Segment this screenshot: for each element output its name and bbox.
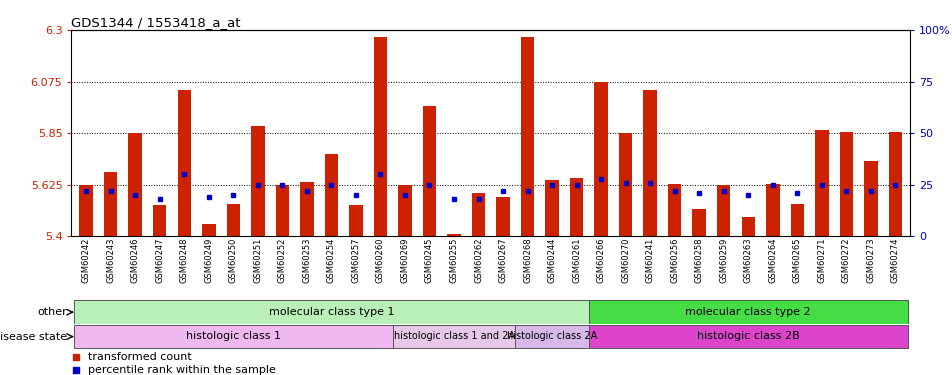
Bar <box>129 133 142 236</box>
Text: transformed count: transformed count <box>88 352 191 362</box>
Bar <box>692 209 705 236</box>
Bar <box>392 325 515 348</box>
Bar <box>153 206 167 236</box>
Bar <box>814 130 827 236</box>
Bar <box>569 178 583 236</box>
Bar <box>618 133 632 236</box>
Text: other: other <box>37 307 67 317</box>
Text: histologic class 1: histologic class 1 <box>186 331 281 341</box>
Bar <box>325 154 338 236</box>
Bar <box>594 81 607 236</box>
Bar <box>471 193 485 236</box>
Text: molecular class type 1: molecular class type 1 <box>268 307 394 317</box>
Text: percentile rank within the sample: percentile rank within the sample <box>88 365 276 375</box>
Bar <box>839 132 852 236</box>
Bar <box>227 204 240 236</box>
Bar <box>643 90 656 236</box>
Bar <box>515 325 588 348</box>
Bar <box>765 183 779 236</box>
Text: molecular class type 2: molecular class type 2 <box>684 307 810 317</box>
Bar <box>373 37 387 236</box>
Bar <box>250 126 265 236</box>
Bar <box>496 197 509 236</box>
Bar <box>716 185 730 236</box>
Bar <box>588 300 906 324</box>
Bar <box>741 217 754 236</box>
Text: histologic class 2B: histologic class 2B <box>696 331 799 341</box>
Bar <box>202 224 215 236</box>
Bar <box>74 325 392 348</box>
Text: histologic class 1 and 2A: histologic class 1 and 2A <box>393 331 514 341</box>
Bar <box>300 182 313 236</box>
Bar <box>275 185 288 236</box>
Bar <box>398 185 411 236</box>
Bar <box>667 183 681 236</box>
Text: disease state: disease state <box>0 332 67 342</box>
Bar <box>545 180 558 236</box>
Bar <box>79 185 93 236</box>
Bar <box>348 206 363 236</box>
Bar <box>446 234 460 236</box>
Bar <box>104 172 117 236</box>
Bar <box>588 325 906 348</box>
Text: histologic class 2A: histologic class 2A <box>506 331 597 341</box>
Bar <box>887 132 902 236</box>
Bar <box>423 106 436 236</box>
Bar <box>790 204 803 236</box>
Bar <box>863 160 877 236</box>
Bar <box>74 300 588 324</box>
Text: GDS1344 / 1553418_a_at: GDS1344 / 1553418_a_at <box>71 16 241 29</box>
Bar <box>177 90 190 236</box>
Bar <box>521 37 534 236</box>
